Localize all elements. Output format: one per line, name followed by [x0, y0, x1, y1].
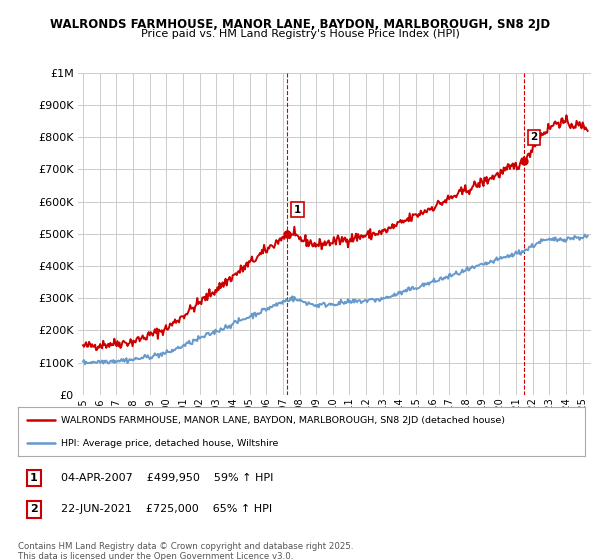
Text: Contains HM Land Registry data © Crown copyright and database right 2025.
This d: Contains HM Land Registry data © Crown c…: [18, 542, 353, 560]
Text: WALRONDS FARMHOUSE, MANOR LANE, BAYDON, MARLBOROUGH, SN8 2JD (detached house): WALRONDS FARMHOUSE, MANOR LANE, BAYDON, …: [61, 417, 505, 426]
Text: 1: 1: [30, 473, 38, 483]
Text: 2: 2: [30, 505, 38, 515]
Text: HPI: Average price, detached house, Wiltshire: HPI: Average price, detached house, Wilt…: [61, 439, 278, 448]
Text: 1: 1: [293, 205, 301, 215]
Text: WALRONDS FARMHOUSE, MANOR LANE, BAYDON, MARLBOROUGH, SN8 2JD: WALRONDS FARMHOUSE, MANOR LANE, BAYDON, …: [50, 18, 550, 31]
Text: 2: 2: [530, 132, 538, 142]
Text: 22-JUN-2021    £725,000    65% ↑ HPI: 22-JUN-2021 £725,000 65% ↑ HPI: [61, 505, 272, 515]
Text: Price paid vs. HM Land Registry's House Price Index (HPI): Price paid vs. HM Land Registry's House …: [140, 29, 460, 39]
Text: 04-APR-2007    £499,950    59% ↑ HPI: 04-APR-2007 £499,950 59% ↑ HPI: [61, 473, 273, 483]
